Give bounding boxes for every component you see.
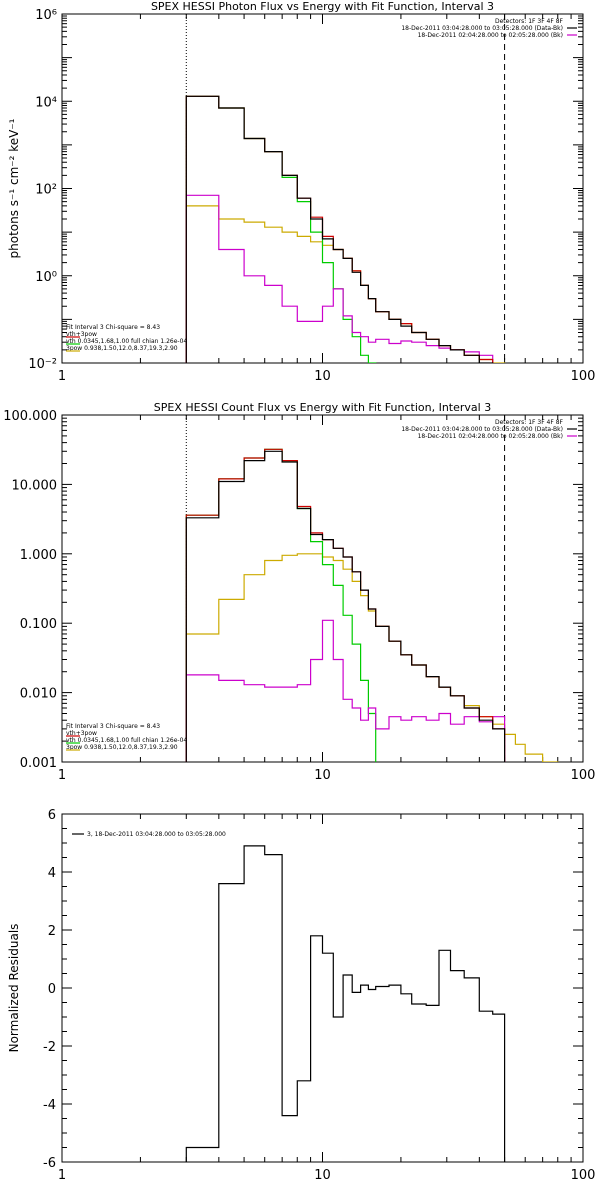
- y-tick-label: -2: [43, 1040, 56, 1055]
- legend-entry: 18-Dec-2011 03:04:28.000 to 03:05:28.000…: [401, 25, 563, 32]
- y-tick-label: 10⁻²: [28, 357, 57, 372]
- y-tick-label: 0.001: [20, 756, 57, 771]
- x-ticks: 1 10 100: [58, 415, 596, 783]
- y-axis-label: photons s⁻¹ cm⁻² keV⁻¹: [7, 118, 21, 258]
- legend-entry: vth 0.0345,1.68,1.00 full chian 1.26e-04: [66, 737, 187, 744]
- series-line-4: [185, 205, 506, 363]
- x-tick-label: 10: [314, 1168, 331, 1183]
- y-tick-label: 10⁶: [35, 8, 57, 23]
- residual-line: [185, 845, 506, 1162]
- y-axis-label: Normalized Residuals: [7, 924, 21, 1053]
- series-line-2: [185, 95, 494, 363]
- series-line-5: [185, 194, 494, 363]
- y-tick-label: 1.000: [20, 548, 57, 563]
- legend-residual: 3, 18-Dec-2011 03:04:28.000 to 03:05:28.…: [72, 831, 226, 838]
- y-tick-label: -6: [43, 1156, 56, 1171]
- chart-panel-3: Normalized Residuals 1 10 100 -6 -4 -2 0 2 4 6 3, 1…: [7, 808, 595, 1183]
- x-ticks: 1 10 100: [58, 14, 596, 384]
- y-tick-label: 0: [48, 982, 56, 997]
- series-group: [185, 845, 506, 1162]
- series-line-2: [185, 448, 506, 762]
- chart-panel-1: SPEX HESSI Photon Flux vs Energy with Fi…: [7, 0, 595, 384]
- x-tick-label: 1: [58, 369, 66, 384]
- legend-entry: 3pow 0.938,1.50,12.0,8.37,19.3,2.90: [66, 744, 178, 751]
- legend-entry: 18-Dec-2011 02:04:28.000 to 02:05:28.000…: [418, 433, 563, 440]
- y-tick-label: 10²: [35, 183, 57, 198]
- x-ticks: 1 10 100: [58, 814, 596, 1183]
- chart-title: SPEX HESSI Count Flux vs Energy with Fit…: [154, 401, 491, 414]
- y-ticks: 10⁻² 10⁰ 10² 10⁴ 10⁶: [28, 8, 583, 372]
- y-tick-label: 6: [48, 808, 56, 823]
- y-tick-label: 10⁰: [35, 270, 57, 285]
- y-tick-label: 4: [48, 866, 56, 881]
- series-line-3: [185, 448, 377, 762]
- legend-entry: 18-Dec-2011 03:04:28.000 to 03:05:28.000…: [401, 426, 563, 433]
- series-line-1: [185, 450, 506, 762]
- y-tick-label: 2: [48, 924, 56, 939]
- legend-bottom-left: Fit Interval 3 Chi-square = 8.43vth+3pow…: [66, 324, 187, 352]
- legend-entry: Detectors: 1F 3F 4F 8F: [495, 419, 564, 426]
- legend-entry: Fit Interval 3 Chi-square = 8.43: [66, 324, 160, 331]
- y-tick-label: 10⁴: [35, 95, 57, 110]
- y-tick-label: 10.000: [12, 478, 58, 493]
- x-tick-label: 10: [314, 369, 331, 384]
- legend-bottom-left: Fit Interval 3 Chi-square = 8.43vth+3pow…: [66, 723, 187, 751]
- y-ticks: -6 -4 -2 0 2 4 6: [43, 808, 583, 1171]
- series-line-4: [185, 553, 559, 762]
- legend-entry: vth 0.0345,1.68,1.00 full chian 1.26e-04: [66, 338, 187, 345]
- series-line-1: [185, 95, 494, 363]
- legend-entry: 3pow 0.938,1.50,12.0,8.37,19.3,2.90: [66, 345, 178, 352]
- x-tick-label: 100: [571, 768, 596, 783]
- chart-panel-2: SPEX HESSI Count Flux vs Energy with Fit…: [3, 401, 595, 783]
- legend-entry: Fit Interval 3 Chi-square = 8.43: [66, 723, 160, 730]
- chart-title: SPEX HESSI Photon Flux vs Energy with Fi…: [151, 0, 494, 13]
- x-tick-label: 100: [571, 369, 596, 384]
- y-tick-label: 0.010: [20, 687, 57, 702]
- series-group: [185, 95, 506, 363]
- x-tick-label: 10: [314, 768, 331, 783]
- x-tick-label: 1: [58, 768, 66, 783]
- x-tick-label: 1: [58, 1168, 66, 1183]
- legend-entry: Detectors: 1F 3F 4F 8F: [495, 18, 564, 25]
- legend-entry: vth+3pow: [66, 730, 97, 737]
- y-tick-label: 0.100: [20, 617, 57, 632]
- y-ticks: 0.001 0.010 0.100 1.000 10.000 100.000: [3, 409, 583, 771]
- x-tick-label: 100: [571, 1168, 596, 1183]
- series-line-3: [185, 95, 377, 363]
- legend-entry: 3, 18-Dec-2011 03:04:28.000 to 03:05:28.…: [87, 831, 226, 838]
- series-line-5: [185, 619, 506, 762]
- y-tick-label: -4: [43, 1098, 56, 1113]
- legend-entry: 18-Dec-2011 02:04:28.000 to 02:05:28.000…: [418, 32, 563, 39]
- series-group: [185, 448, 559, 762]
- y-tick-label: 100.000: [3, 409, 57, 424]
- legend-entry: vth+3pow: [66, 331, 97, 338]
